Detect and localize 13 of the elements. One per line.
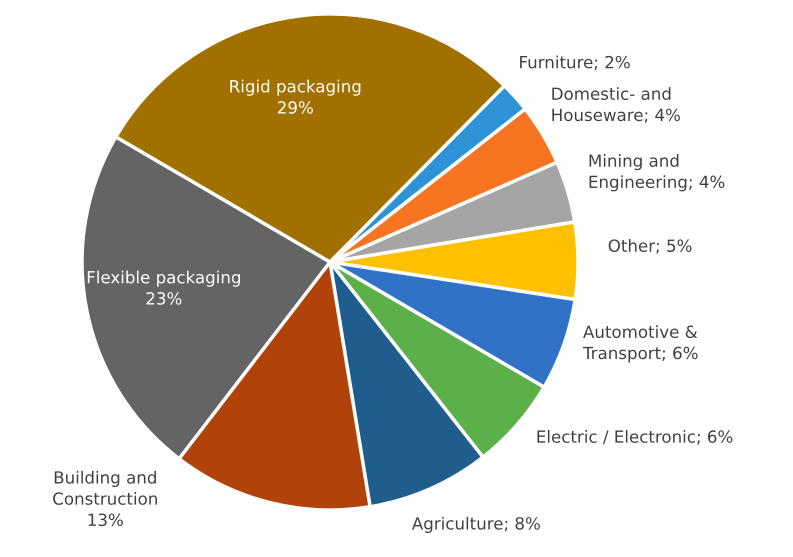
slice-label: Flexible packaging [88,270,240,287]
slice-label: Rigid packaging [230,80,360,96]
slice-label: Furniture; 2% [520,56,630,70]
slice-label: Automotive & Transport; 6% [582,325,698,363]
slice-label: Other; 5% [608,239,692,254]
data-label: 29% [278,101,313,114]
data-label: 23% [146,292,182,305]
slice-label: Electric / Electronic; 6% [537,430,732,445]
slice-label: Domestic- and Houseware; 4% [552,87,680,123]
slice-label: Building and Construction [53,470,157,505]
slice-label: Mining and Engineering; 4% [590,154,724,192]
data-label: 13% [88,514,123,526]
slice-label: Agriculture; 8% [412,516,540,533]
